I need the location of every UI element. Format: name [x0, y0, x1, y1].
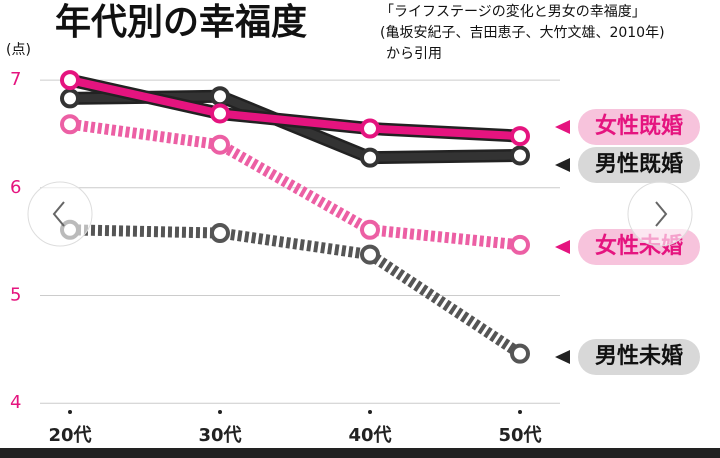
bottom-bar [0, 448, 720, 458]
source-note: から引用 [386, 46, 442, 62]
chart-title: 年代別の幸福度 [55, 2, 307, 43]
point [510, 234, 530, 255]
point [210, 134, 230, 155]
y-tick-label: 6 [10, 177, 21, 198]
x-tick-label: 50代 [498, 425, 541, 446]
x-tick-label: 40代 [348, 425, 391, 446]
legend-label: 男性未婚 [595, 343, 683, 369]
legend-label: 男性既婚 [595, 151, 683, 177]
next-icon [655, 201, 668, 227]
point [60, 70, 80, 91]
point [60, 114, 80, 135]
series-line [69, 76, 521, 141]
point [210, 103, 230, 124]
point [360, 147, 380, 168]
y-axis-label: (点) [6, 42, 31, 58]
point [210, 86, 230, 107]
legend-pointer [555, 158, 570, 172]
series-line [69, 224, 524, 359]
legend-pointer [555, 350, 570, 364]
x-tick-mark [218, 410, 222, 414]
y-tick-label: 5 [10, 285, 21, 306]
point [510, 126, 530, 147]
x-tick-mark [518, 410, 522, 414]
x-tick-mark [368, 410, 372, 414]
point [360, 118, 380, 139]
point [510, 145, 530, 166]
legend-pointer [555, 120, 570, 134]
series-line [69, 118, 521, 251]
y-tick-label: 4 [10, 392, 21, 413]
legend-box [578, 339, 700, 375]
point [60, 88, 80, 109]
legend-box [578, 109, 700, 145]
source-note: (亀坂安紀子、吉田恵子、大竹文雄、2010年) [380, 25, 665, 41]
legend-pointer [555, 240, 570, 254]
y-tick-label: 7 [10, 69, 21, 90]
point [510, 343, 530, 364]
x-tick-label: 20代 [48, 425, 91, 446]
point [360, 244, 380, 265]
next-button[interactable] [627, 181, 693, 247]
x-tick-mark [68, 410, 72, 414]
point [360, 219, 380, 240]
x-tick-label: 30代 [198, 425, 241, 446]
prev-icon [52, 201, 65, 227]
legend-box [578, 147, 700, 183]
source-note: 「ライフステージの変化と男女の幸福度」 [380, 3, 646, 20]
legend-label: 女性既婚 [595, 113, 683, 139]
point [210, 223, 230, 244]
prev-button[interactable] [27, 181, 93, 247]
